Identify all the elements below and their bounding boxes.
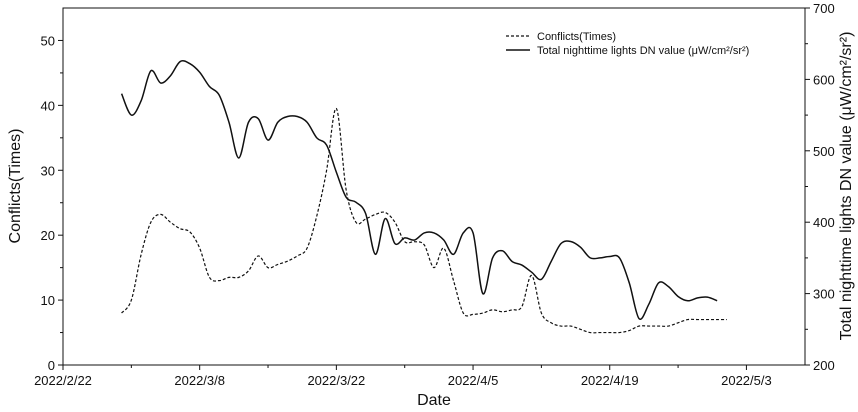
series-line-conflicts bbox=[121, 108, 727, 334]
x-axis-title: Date bbox=[417, 392, 451, 409]
x-tick-label: 2022/3/22 bbox=[307, 373, 365, 388]
plot-frame bbox=[62, 7, 806, 366]
axis-ticks: 2022/2/22 2022/3/8 2022/3/22 2022/4/5 2022/4… bbox=[34, 1, 835, 388]
x-tick-label: 2022/4/19 bbox=[581, 373, 639, 388]
y-left-tick-label: 50 bbox=[41, 33, 55, 48]
y-left-axis-title: Conflicts(Times) bbox=[7, 129, 24, 244]
y-right-tick-label: 700 bbox=[813, 1, 835, 16]
x-tick-label: 2022/4/5 bbox=[448, 373, 499, 388]
legend-entry-conflicts: Conflicts(Times) bbox=[537, 31, 616, 43]
x-tick-label: 2022/5/3 bbox=[721, 373, 772, 388]
y-left-tick-label: 0 bbox=[48, 358, 55, 373]
legend-entry-nighttime-lights: Total nighttime lights DN value (μW/cm²/… bbox=[537, 45, 749, 57]
y-right-tick-label: 200 bbox=[813, 358, 835, 373]
y-left-tick-label: 40 bbox=[41, 98, 55, 113]
y-left-tick-label: 30 bbox=[41, 163, 55, 178]
y-right-tick-label: 500 bbox=[813, 144, 835, 159]
x-tick-label: 2022/3/8 bbox=[174, 373, 225, 388]
legend: Conflicts(Times) Total nighttime lights … bbox=[506, 31, 749, 57]
axis-labels: Date Conflicts(Times) Total nighttime li… bbox=[7, 32, 855, 409]
series-lines bbox=[120, 60, 727, 334]
series-line-nighttime-lights bbox=[120, 60, 718, 320]
y-right-tick-label: 400 bbox=[813, 215, 835, 230]
x-tick-label: 2022/2/22 bbox=[34, 373, 92, 388]
y-left-tick-label: 20 bbox=[41, 228, 55, 243]
y-right-tick-label: 300 bbox=[813, 287, 835, 302]
y-right-tick-label: 600 bbox=[813, 72, 835, 87]
plot-area-border bbox=[62, 7, 806, 366]
y-right-axis-title: Total nighttime lights DN value (μW/cm²/… bbox=[838, 32, 855, 341]
y-left-tick-label: 10 bbox=[41, 293, 55, 308]
